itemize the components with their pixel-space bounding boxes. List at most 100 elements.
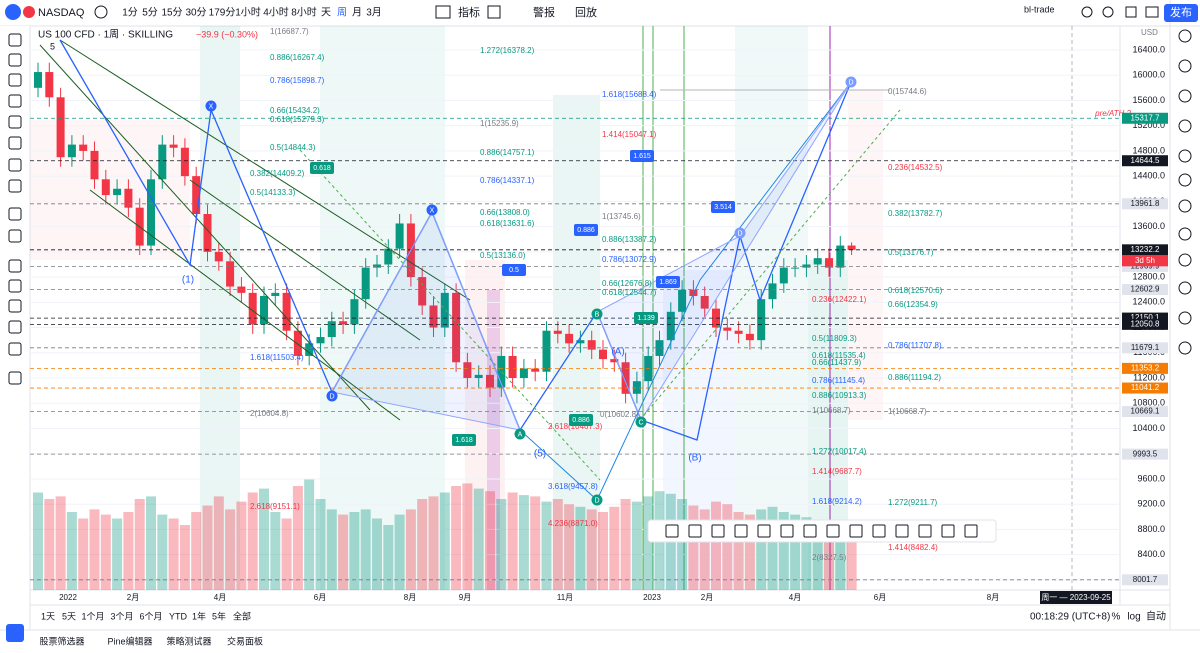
bottom-tab[interactable]: 策略测试器 [166, 635, 211, 646]
sidebar-icon[interactable] [1178, 119, 1192, 133]
candle-body [553, 330, 562, 334]
search-icon[interactable] [1081, 6, 1093, 18]
drawing-tool[interactable] [918, 524, 932, 538]
tool-icon[interactable] [8, 279, 22, 293]
interval-button[interactable]: 30分 [185, 7, 206, 19]
tool-icon[interactable] [8, 73, 22, 87]
drawing-tool[interactable] [780, 524, 794, 538]
tool-icon[interactable] [8, 94, 22, 108]
tool-icon[interactable] [8, 299, 22, 313]
volume-bar [360, 509, 371, 590]
interval-button[interactable]: 3月 [366, 7, 382, 19]
volume-bar [744, 514, 755, 590]
tool-icon[interactable] [8, 320, 22, 334]
range-button[interactable]: 5年 [212, 610, 226, 621]
panel-toggle[interactable] [6, 624, 24, 642]
tool-icon[interactable] [8, 207, 22, 221]
interval-button[interactable]: 5分 [142, 7, 158, 19]
tool-icon[interactable] [8, 115, 22, 129]
sidebar-icon[interactable] [1178, 281, 1192, 295]
interval-button[interactable]: 月 [352, 7, 362, 19]
range-button[interactable]: 1个月 [81, 611, 104, 621]
interval-button[interactable]: 1小时 [235, 7, 261, 19]
range-button[interactable]: 3个月 [110, 611, 133, 621]
interval-button[interactable]: 8小时 [291, 7, 317, 19]
tool-icon[interactable] [8, 33, 22, 47]
drawing-tool[interactable] [849, 524, 863, 538]
drawing-tool[interactable] [665, 524, 679, 538]
drawing-tool[interactable] [872, 524, 886, 538]
range-button[interactable]: YTD [169, 611, 188, 621]
tool-icon[interactable] [8, 53, 22, 67]
interval-button[interactable]: 天 [321, 8, 331, 19]
tool-icon[interactable] [8, 158, 22, 172]
sidebar-icon[interactable] [1178, 253, 1192, 267]
add-symbol[interactable] [94, 5, 108, 19]
sidebar-icon[interactable] [1178, 227, 1192, 241]
drawing-tool[interactable] [711, 524, 725, 538]
drawing-tool[interactable] [895, 524, 909, 538]
tool-icon[interactable] [8, 229, 22, 243]
range-button[interactable]: 全部 [233, 610, 251, 621]
legend-count[interactable]: 5 [50, 41, 55, 51]
bottom-tab[interactable]: 股票筛选器 [39, 635, 84, 646]
publish-button[interactable] [1164, 4, 1198, 22]
price-label: 11041.2 [1131, 383, 1160, 392]
tool-icon[interactable] [8, 342, 22, 356]
avatar[interactable] [5, 4, 21, 20]
y-tick-label: 15600.0 [1132, 95, 1165, 105]
bottom-tab[interactable]: Pine编辑器 [107, 635, 152, 646]
sidebar-icon[interactable] [1178, 311, 1192, 325]
range-button[interactable]: 5天 [62, 611, 76, 621]
percent-toggle[interactable]: % [1112, 612, 1121, 623]
alert-button[interactable]: 警报 [533, 5, 555, 19]
drawing-tool[interactable] [688, 524, 702, 538]
sidebar-icon[interactable] [1178, 341, 1192, 355]
sidebar-icon[interactable] [1178, 199, 1192, 213]
replay-button[interactable]: 回放 [575, 5, 597, 19]
sidebar-icon[interactable] [1178, 149, 1192, 163]
drawing-tool[interactable] [826, 524, 840, 538]
candle-body [214, 251, 223, 262]
symbol[interactable]: NASDAQ [38, 7, 85, 19]
ratio-box [711, 201, 735, 213]
drawing-tool[interactable] [803, 524, 817, 538]
tool-icon[interactable] [8, 371, 22, 385]
account[interactable]: bl-trade [1024, 4, 1055, 14]
fib-level-label: 0.382(13782.7) [888, 209, 943, 218]
sidebar-icon[interactable] [1178, 29, 1192, 43]
fib-level-label: 1.414(9687.7) [812, 467, 862, 476]
range-button[interactable]: 1天 [41, 611, 55, 621]
drawing-tool[interactable] [941, 524, 955, 538]
volume-bar [496, 499, 507, 590]
bottom-tab[interactable]: 交易面板 [227, 635, 263, 646]
snapshot-icon[interactable] [1145, 6, 1159, 18]
layout-icon[interactable] [487, 5, 501, 19]
drawing-tool[interactable] [757, 524, 771, 538]
fib-level-label: 0.618(15279.3) [270, 115, 325, 124]
price-label-box [1122, 382, 1168, 394]
log-toggle[interactable]: log [1127, 612, 1140, 623]
sidebar-icon[interactable] [1178, 59, 1192, 73]
settings-icon[interactable] [1102, 6, 1114, 18]
interval-button[interactable]: 周 [337, 7, 347, 19]
interval-button[interactable]: 179分 [209, 7, 236, 19]
tool-icon[interactable] [8, 259, 22, 273]
indicators-button[interactable]: 指标 [458, 5, 480, 19]
volume-bar [236, 501, 247, 590]
tool-icon[interactable] [8, 179, 22, 193]
volume-bar [699, 509, 710, 590]
tool-icon[interactable] [8, 136, 22, 150]
sidebar-icon[interactable] [1178, 89, 1192, 103]
range-button[interactable]: 1年 [192, 610, 206, 621]
sidebar-icon[interactable] [1178, 173, 1192, 187]
interval-button[interactable]: 1分 [122, 7, 138, 19]
candle-body [90, 150, 99, 180]
interval-button[interactable]: 15分 [161, 7, 182, 19]
fullscreen-icon[interactable] [1125, 6, 1137, 18]
drawing-tool[interactable] [964, 524, 978, 538]
interval-button[interactable]: 4小时 [263, 7, 289, 19]
drawing-tool[interactable] [734, 524, 748, 538]
range-button[interactable]: 6个月 [139, 611, 162, 621]
auto-toggle[interactable]: 自动 [1146, 610, 1166, 623]
